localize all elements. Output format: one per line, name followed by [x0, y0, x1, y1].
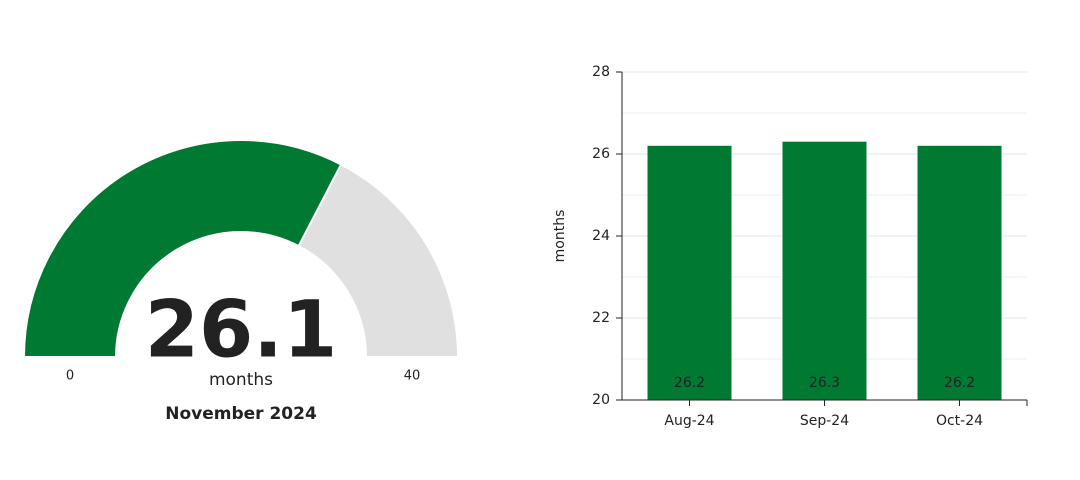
bar	[782, 141, 867, 400]
y-tick-label: 24	[592, 228, 610, 244]
x-tick-label: Sep-24	[800, 413, 849, 429]
x-tick-label: Oct-24	[936, 413, 983, 429]
gauge-track	[297, 163, 460, 358]
bar	[917, 145, 1002, 400]
bar-value-label: 26.3	[809, 375, 840, 391]
y-tick-label: 28	[592, 64, 610, 80]
y-axis-label: months	[552, 210, 568, 263]
gauge-tick-label: 0	[66, 369, 74, 384]
y-tick-label: 20	[592, 392, 610, 408]
gauge-tick-label: 40	[404, 369, 421, 384]
bar	[647, 145, 732, 400]
gauge-value	[22, 139, 343, 358]
gauge-subtitle: November 2024	[165, 404, 317, 424]
bar-value-label: 26.2	[944, 375, 975, 391]
y-tick-label: 22	[592, 310, 610, 326]
gauge-value-label: 26.1	[145, 285, 337, 375]
x-tick-label: Aug-24	[664, 413, 714, 429]
gauge-unit: months	[209, 370, 273, 390]
bar-value-label: 26.2	[674, 375, 705, 391]
y-tick-label: 26	[592, 146, 610, 162]
